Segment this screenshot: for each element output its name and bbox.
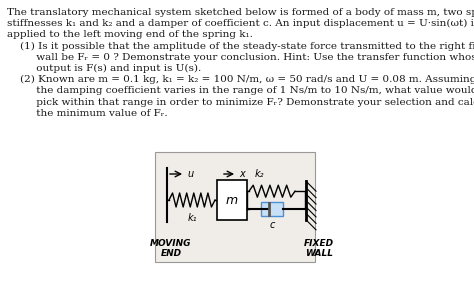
Text: k₂: k₂ bbox=[255, 169, 264, 179]
Text: output is F(s) and input is U(s).: output is F(s) and input is U(s). bbox=[7, 64, 201, 73]
Text: The translatory mechanical system sketched below is formed of a body of mass m, : The translatory mechanical system sketch… bbox=[7, 8, 474, 17]
Text: FIXED
WALL: FIXED WALL bbox=[304, 239, 334, 258]
Text: (2) Known are m = 0.1 kg, k₁ = k₂ = 100 N/m, ω = 50 rad/s and U = 0.08 m. Assumi: (2) Known are m = 0.1 kg, k₁ = k₂ = 100 … bbox=[7, 75, 474, 84]
Text: m: m bbox=[226, 193, 238, 206]
Text: wall be Fᵣ = 0 ? Demonstrate your conclusion. Hint: Use the transfer function wh: wall be Fᵣ = 0 ? Demonstrate your conclu… bbox=[7, 53, 474, 62]
Bar bbox=[155, 152, 315, 262]
Text: c: c bbox=[269, 220, 275, 230]
Text: the damping coefficient varies in the range of 1 Ns/m to 10 Ns/m, what value wou: the damping coefficient varies in the ra… bbox=[7, 86, 474, 95]
Text: (1) Is it possible that the amplitude of the steady-state force transmitted to t: (1) Is it possible that the amplitude of… bbox=[7, 42, 474, 51]
Bar bbox=[261, 202, 283, 216]
Text: u: u bbox=[187, 169, 193, 179]
Text: MOVING
END: MOVING END bbox=[150, 239, 192, 258]
Text: stiffnesses k₁ and k₂ and a damper of coefficient c. An input displacement u = U: stiffnesses k₁ and k₂ and a damper of co… bbox=[7, 19, 474, 28]
Text: pick within that range in order to minimize Fᵣ? Demonstrate your selection and c: pick within that range in order to minim… bbox=[7, 98, 474, 107]
Text: the minimum value of Fᵣ.: the minimum value of Fᵣ. bbox=[7, 109, 168, 118]
Text: x: x bbox=[239, 169, 245, 179]
Text: applied to the left moving end of the spring k₁.: applied to the left moving end of the sp… bbox=[7, 30, 253, 39]
Text: k₁: k₁ bbox=[187, 213, 197, 223]
Bar bbox=[217, 180, 247, 220]
